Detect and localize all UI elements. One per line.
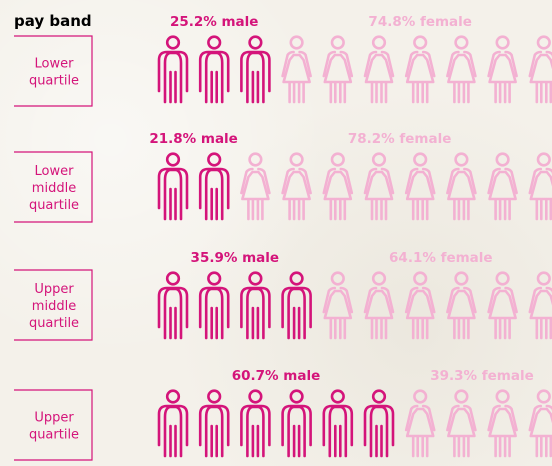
male-percent-label: 35.9% male: [191, 250, 280, 266]
band-label: Lower middle quartile: [29, 164, 79, 213]
female-person-icon: [404, 152, 436, 221]
band-label: Upper quartile: [29, 411, 79, 443]
female-person-icon: [446, 389, 477, 458]
male-percent-label: 25.2% male: [170, 14, 259, 30]
female-person-icon: [322, 152, 354, 221]
female-person-icon: [404, 389, 436, 458]
band-bracket: [14, 269, 93, 341]
female-person-icon: [487, 271, 518, 340]
female-person-icon: [322, 271, 354, 340]
female-person-icon: [363, 152, 395, 221]
pay-band-heading: pay band: [14, 12, 92, 30]
male-person-icon: [198, 35, 230, 104]
male-person-icon: [198, 389, 230, 458]
female-person-icon: [322, 35, 354, 104]
band-bracket: [14, 151, 93, 223]
male-person-icon: [157, 35, 189, 104]
band-label: Upper middle quartile: [29, 282, 79, 331]
pay-bands: Lower quartile 25.2% male 74.8% female Lower…: [14, 14, 552, 461]
female-person-icon: [528, 271, 552, 340]
female-person-icon: [446, 152, 477, 221]
female-percent-label: 74.8% female: [368, 14, 472, 30]
male-person-icon: [240, 35, 271, 104]
female-person-icon: [528, 152, 552, 221]
male-person-icon: [157, 389, 189, 458]
band-label: Lower quartile: [29, 57, 79, 89]
female-person-icon: [363, 271, 395, 340]
female-person-icon: [446, 271, 477, 340]
male-person-icon: [281, 389, 312, 458]
female-person-icon: [363, 35, 395, 104]
female-person-icon: [281, 152, 312, 221]
female-person-icon: [487, 152, 518, 221]
female-person-icon: [404, 35, 436, 104]
male-person-icon: [240, 271, 271, 340]
female-person-icon: [528, 389, 552, 458]
female-person-icon: [404, 271, 436, 340]
male-person-icon: [157, 152, 189, 221]
male-person-icon: [240, 389, 271, 458]
male-person-icon: [198, 271, 230, 340]
male-person-icon: [322, 389, 354, 458]
female-person-icon: [446, 35, 477, 104]
female-percent-label: 64.1% female: [389, 250, 493, 266]
male-percent-label: 60.7% male: [232, 368, 321, 384]
male-person-icon: [157, 271, 189, 340]
male-person-icon: [281, 271, 312, 340]
band-bracket: [14, 35, 93, 107]
band-bracket: [14, 389, 93, 461]
female-person-icon: [528, 35, 552, 104]
male-person-icon: [198, 152, 230, 221]
male-person-icon: [363, 389, 395, 458]
female-person-icon: [487, 389, 518, 458]
female-person-icon: [281, 35, 312, 104]
female-person-icon: [487, 35, 518, 104]
female-percent-label: 78.2% female: [348, 131, 452, 147]
female-percent-label: 39.3% female: [430, 368, 534, 384]
female-person-icon: [240, 152, 271, 221]
male-percent-label: 21.8% male: [149, 131, 238, 147]
